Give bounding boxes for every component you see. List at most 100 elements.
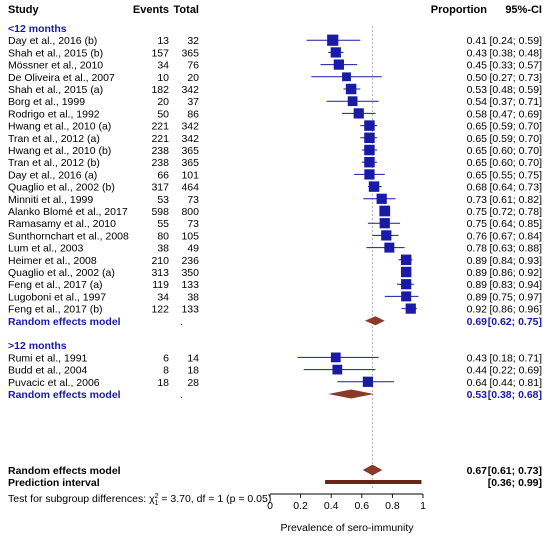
study-events: 80 (157, 230, 169, 242)
header-study: Study (8, 4, 39, 16)
study-point (333, 59, 344, 70)
study-events: 50 (157, 108, 169, 120)
study-ci: [0.64; 0.73] (489, 182, 542, 194)
study-ci: [0.83; 0.94] (489, 279, 542, 291)
study-ci: [0.63; 0.88] (489, 243, 542, 255)
study-total: 37 (187, 96, 199, 108)
study-events: 66 (157, 169, 169, 181)
study-proportion: 0.41 (467, 35, 488, 47)
study-events: 157 (151, 47, 169, 59)
study-events: 313 (151, 267, 169, 279)
prediction-interval-bar (325, 480, 422, 484)
study-ci: [0.27; 0.73] (489, 72, 542, 84)
study-proportion: 0.45 (467, 60, 488, 72)
study-events: 53 (157, 194, 169, 206)
study-name: Feng et al., 2017 (b) (8, 304, 103, 316)
study-proportion: 0.89 (467, 291, 488, 303)
study-events: 13 (157, 35, 169, 47)
study-events: 238 (151, 145, 169, 157)
study-total: 28 (187, 377, 199, 389)
study-ci: [0.38; 0.48] (489, 47, 542, 59)
study-name: Rodrigo et al., 1992 (8, 108, 100, 120)
study-point (342, 72, 351, 82)
study-events: 34 (157, 60, 169, 72)
subgroup-test-sub: 1 (154, 500, 158, 507)
study-ci: [0.47; 0.69] (489, 108, 542, 120)
study-name: Feng et al., 2017 (a) (8, 279, 103, 291)
study-proportion: 0.58 (467, 108, 488, 120)
study-proportion: 0.89 (467, 267, 488, 279)
study-ci: [0.44; 0.81] (489, 377, 542, 389)
study-total: 38 (187, 291, 199, 303)
study-total: 133 (181, 279, 199, 291)
study-total: 365 (181, 47, 199, 59)
study-proportion: 0.92 (467, 304, 488, 316)
study-name: Shah et al., 2015 (a) (8, 84, 103, 96)
prediction-ci: [0.36; 0.99] (488, 477, 542, 489)
subgroup-test-prefix: Test for subgroup differences: (8, 493, 149, 505)
study-total: 342 (181, 84, 199, 96)
study-point (401, 279, 412, 290)
study-proportion: 0.89 (467, 279, 488, 291)
study-name: Heimer et al., 2008 (8, 255, 97, 267)
study-events: 55 (157, 218, 169, 230)
overall-ci: [0.61; 0.73] (488, 465, 542, 477)
study-total: 365 (181, 157, 199, 169)
study-point (347, 96, 358, 107)
study-total: 73 (187, 194, 199, 206)
study-point (353, 108, 364, 119)
x-tick-label: 0.2 (293, 500, 308, 512)
study-ci: [0.48; 0.59] (489, 84, 542, 96)
study-point (345, 83, 357, 95)
study-ci: [0.18; 0.71] (489, 352, 542, 364)
study-point (362, 376, 374, 387)
pooled-label: Random effects model (8, 389, 121, 401)
subgroup-test-sup: 2 (155, 493, 159, 500)
study-ci: [0.59; 0.70] (489, 133, 542, 145)
study-ci: [0.24; 0.59] (489, 35, 542, 47)
study-name: Tran et al., 2012 (b) (8, 157, 100, 169)
study-ci: [0.22; 0.69] (489, 365, 542, 377)
study-point (327, 34, 339, 46)
subgroup-test-text: Test for subgroup differences: χ2 1 = 3.7… (8, 493, 271, 507)
header-total: Total (174, 4, 199, 16)
study-point (330, 47, 341, 58)
study-proportion: 0.64 (467, 377, 488, 389)
study-total: 32 (187, 35, 199, 47)
study-name: Day et al., 2016 (b) (8, 35, 97, 47)
study-total: 350 (181, 267, 199, 279)
study-name: Day et al., 2016 (a) (8, 169, 97, 181)
study-name: Sunthornchart et al., 2008 (8, 230, 129, 242)
study-point (330, 352, 341, 363)
overall-diamond (362, 464, 383, 476)
study-point (400, 254, 412, 266)
subgroup-label: <12 months (8, 23, 67, 35)
pooled-marker: . (180, 389, 183, 401)
prediction-label: Prediction interval (8, 477, 100, 489)
study-point (364, 120, 375, 131)
study-events: 18 (157, 377, 169, 389)
study-proportion: 0.78 (467, 243, 488, 255)
study-total: 20 (187, 72, 199, 84)
study-total: 133 (181, 304, 199, 316)
study-events: 10 (157, 72, 169, 84)
study-point (364, 132, 375, 144)
study-total: 105 (181, 230, 199, 242)
study-proportion: 0.68 (467, 182, 488, 194)
x-axis-label: Prevalence of sero-immunity (280, 522, 414, 534)
study-name: Hwang et al., 2010 (b) (8, 145, 111, 157)
study-events: 317 (151, 182, 169, 194)
study-name: Tran et al., 2012 (a) (8, 133, 100, 145)
study-point (332, 364, 343, 375)
study-events: 119 (152, 279, 169, 291)
study-point (401, 291, 412, 302)
study-total: 14 (187, 352, 199, 364)
study-events: 182 (151, 84, 169, 96)
study-ci: [0.84; 0.93] (489, 255, 542, 267)
study-total: 464 (181, 182, 199, 194)
study-name: Minniti et al., 1999 (8, 194, 93, 206)
pooled-label: Random effects model (8, 316, 121, 328)
subgroup-test-chi: χ (149, 493, 155, 505)
study-name: Puvacic et al., 2006 (8, 377, 100, 389)
